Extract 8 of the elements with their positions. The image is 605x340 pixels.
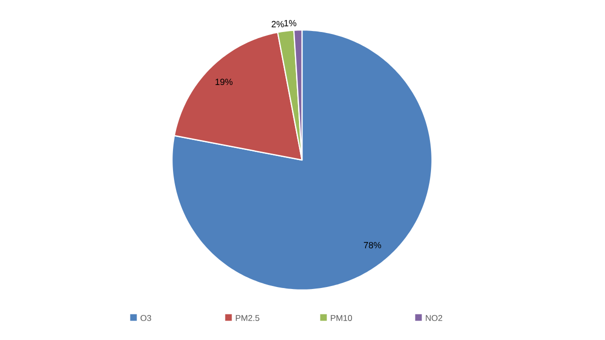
legend-label: NO2 <box>426 315 442 321</box>
data-label: 2% <box>272 20 284 28</box>
legend-label: PM10 <box>330 315 352 321</box>
data-label: 19% <box>216 78 233 86</box>
legend-label: O3 <box>140 315 152 321</box>
data-label: 1% <box>284 20 296 26</box>
data-label: 78% <box>364 242 382 248</box>
legend-label: PM2.5 <box>236 315 260 321</box>
